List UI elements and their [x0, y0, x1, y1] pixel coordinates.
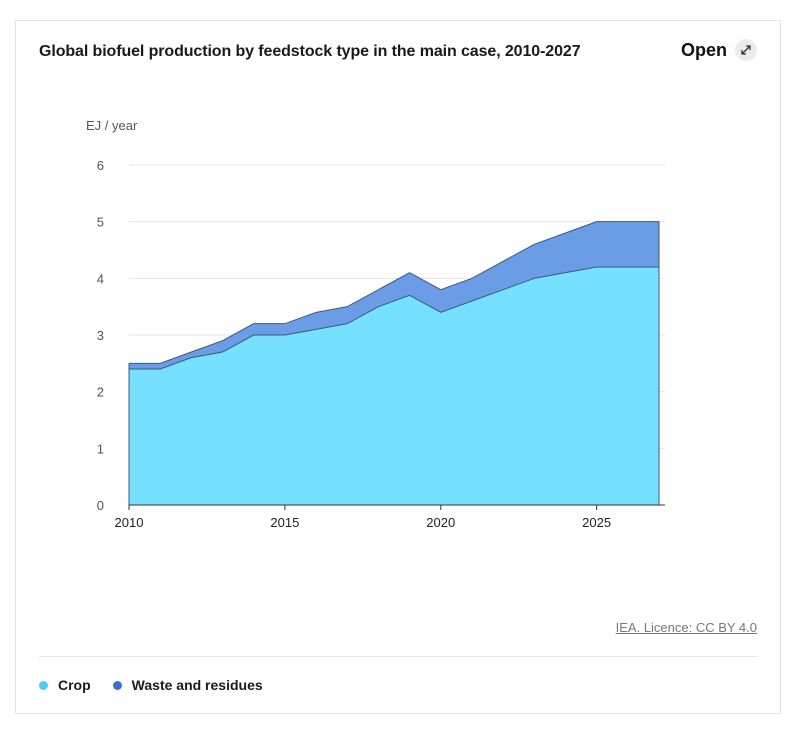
open-button[interactable]: Open — [681, 39, 757, 61]
x-tick-label: 2020 — [426, 515, 455, 530]
legend-dot-waste — [112, 680, 122, 690]
y-tick-label: 1 — [97, 441, 104, 456]
legend-label-waste: Waste and residues — [131, 677, 263, 693]
series-area-crop — [129, 267, 659, 505]
licence-link[interactable]: IEA. Licence: CC BY 4.0 — [615, 620, 757, 635]
y-tick-label: 5 — [97, 215, 104, 230]
legend: Crop Waste and residues — [39, 677, 263, 693]
chart-title: Global biofuel production by feedstock t… — [39, 43, 581, 60]
y-tick-label: 4 — [97, 271, 104, 286]
x-tick-label: 2015 — [270, 515, 299, 530]
divider — [39, 656, 757, 657]
y-tick-label: 2 — [97, 385, 104, 400]
x-tick-label: 2010 — [115, 515, 144, 530]
legend-item-crop[interactable]: Crop — [39, 677, 91, 693]
y-tick-label: 6 — [97, 158, 104, 173]
expand-icon — [735, 39, 757, 61]
y-axis-label: EJ / year — [86, 118, 138, 133]
legend-dot-crop — [39, 680, 48, 690]
series-line-total — [129, 221, 659, 364]
x-tick-label: 2025 — [582, 515, 611, 530]
legend-item-waste[interactable]: Waste and residues — [112, 677, 263, 693]
y-tick-label: 3 — [97, 328, 104, 343]
legend-label-crop: Crop — [58, 677, 91, 693]
series-area-waste-and-residues — [129, 221, 659, 369]
open-label: Open — [680, 39, 727, 60]
y-tick-label: 0 — [97, 498, 104, 513]
series-line-crop — [129, 266, 659, 370]
